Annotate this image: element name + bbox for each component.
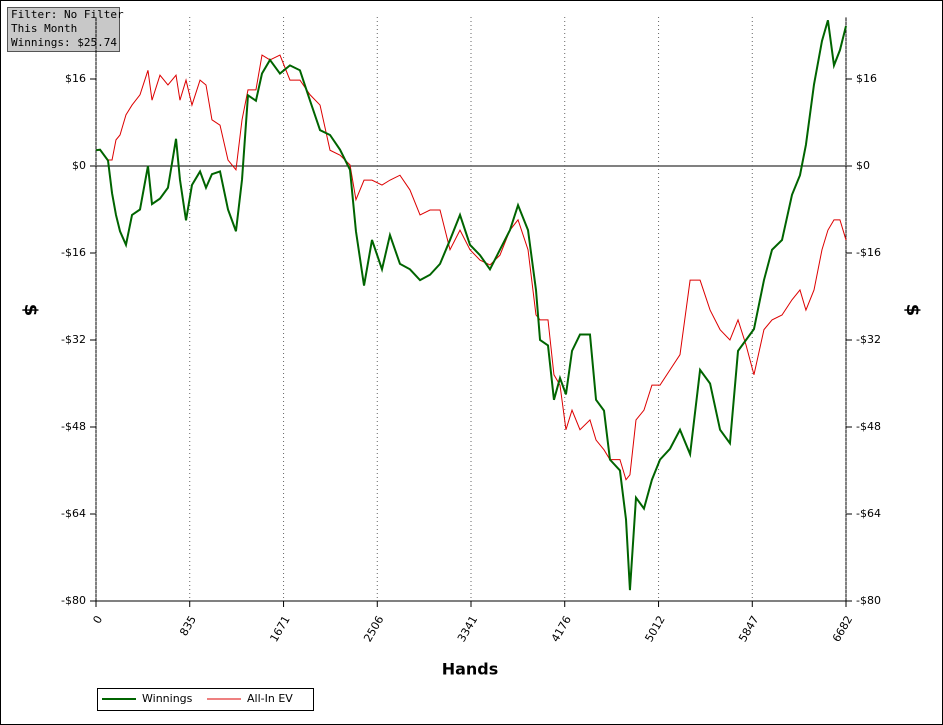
y-tick-label: -$32 [61,333,86,346]
legend-label: Winnings [142,692,193,705]
y-axis-label: $ [902,304,923,317]
info-line: Filter: No Filter [11,8,124,21]
x-axis-label: Hands [442,660,499,679]
y-axis-label: $ [20,304,41,317]
series-line [96,54,847,481]
y-tick-label: -$64 [856,507,881,520]
y-tick-label: $16 [856,72,877,85]
y-tick-label: -$48 [856,420,881,433]
y-tick-label: -$16 [856,246,881,259]
y-tick-label: -$80 [61,594,86,607]
series-line [95,19,847,591]
y-tick-label: -$80 [856,594,881,607]
y-tick-label: $16 [65,72,86,85]
info-line: This Month [11,22,77,35]
legend [97,688,314,711]
y-tick-label: $0 [856,159,870,172]
y-tick-label: -$64 [61,507,86,520]
y-tick-label: -$16 [61,246,86,259]
y-tick-label: -$48 [61,420,86,433]
legend-label: All-In EV [247,692,293,705]
info-box [7,7,120,52]
y-tick-label: -$32 [856,333,881,346]
y-tick-label: $0 [72,159,86,172]
info-line: Winnings: $25.74 [11,36,117,49]
